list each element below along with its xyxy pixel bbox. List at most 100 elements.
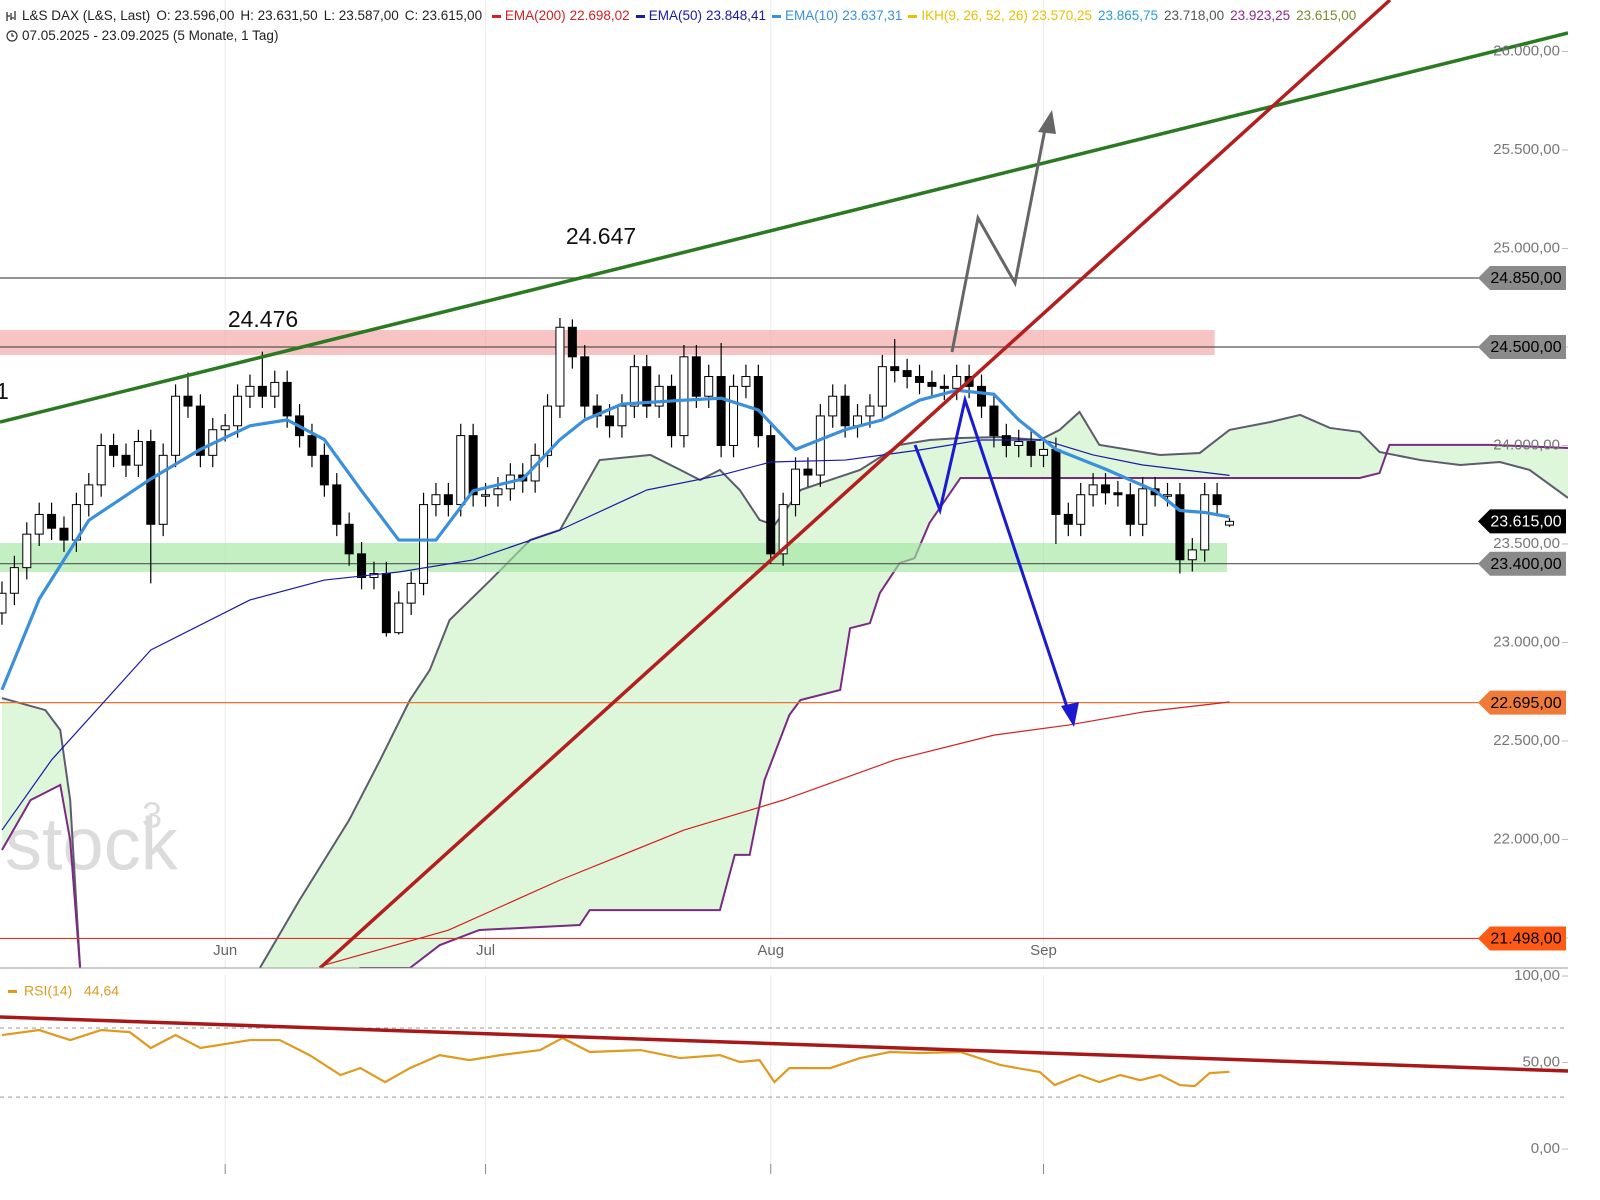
candle-body	[220, 425, 230, 431]
candle-body	[171, 395, 181, 456]
trendline-red	[318, 0, 1392, 968]
candle-body	[815, 415, 825, 476]
candle-body	[952, 376, 962, 389]
price-tag-label: 24.500,00	[1490, 339, 1561, 356]
y-tick-label: 50,00	[1522, 1054, 1560, 1071]
y-tick-label: 26.000,00	[1493, 42, 1560, 59]
candle-body	[270, 381, 280, 397]
candle-body	[642, 366, 652, 407]
y-tick-label: 23.500,00	[1493, 535, 1560, 552]
candle-body	[629, 366, 639, 407]
candle-body	[59, 527, 69, 541]
candle-body	[1200, 494, 1210, 551]
legend-marker	[908, 14, 918, 18]
y-tick-label: 23.000,00	[1493, 633, 1560, 650]
price-tag	[1478, 509, 1566, 534]
legend-value: 23.923,25	[1230, 8, 1291, 23]
candle-body	[1138, 488, 1148, 525]
price-tag-label: 23.400,00	[1490, 556, 1561, 573]
indicator-line	[1, 439, 1230, 831]
arrow-head	[1061, 702, 1079, 727]
candle-body	[307, 435, 317, 456]
candle-body	[1063, 513, 1073, 525]
legend-name: RSI(14)	[24, 983, 72, 999]
candle-body	[828, 395, 838, 417]
candle-body	[803, 468, 813, 476]
y-tick-label: 22.000,00	[1493, 831, 1560, 848]
x-tick-label: Aug	[757, 942, 784, 959]
trendline-green	[0, 31, 1568, 424]
candle-body	[9, 567, 19, 594]
candle-body	[357, 553, 367, 578]
x-tick-label: Sep	[1030, 942, 1057, 959]
zone	[0, 330, 1215, 356]
candle-body	[146, 441, 156, 525]
clock-icon	[6, 30, 18, 43]
candle-body	[1113, 492, 1123, 496]
candle-body	[840, 395, 850, 427]
y-tick-label: 22.500,00	[1493, 732, 1560, 749]
candle-body	[456, 435, 466, 506]
y-tick-label: 24.000,00	[1493, 436, 1560, 453]
candle-body	[406, 582, 416, 604]
candle-body	[96, 444, 106, 486]
candle-body	[1187, 549, 1197, 561]
price-tag-label: 23.615,00	[1490, 514, 1561, 531]
candle-body	[381, 573, 391, 634]
candle-body	[22, 533, 32, 569]
candle-body	[902, 370, 912, 378]
watermark: stock	[5, 803, 179, 886]
candle-body	[257, 385, 267, 397]
y-tick-label: 25.500,00	[1493, 141, 1560, 158]
price-tag	[1478, 551, 1566, 576]
ohlc: O: 23.596,00	[156, 8, 235, 23]
legend-name: EMA(200)	[504, 8, 566, 23]
candle-body	[778, 504, 788, 555]
candle-body	[667, 385, 677, 437]
candle-body	[679, 356, 689, 437]
indicator-line	[324, 701, 1230, 966]
chart-icon	[6, 11, 16, 22]
candle-body	[605, 415, 615, 427]
candle-body	[766, 435, 776, 555]
price-tag-label: 21.498,00	[1490, 931, 1561, 948]
candle-body	[84, 484, 94, 506]
candle-body	[0, 592, 7, 614]
candle-body	[1101, 484, 1111, 494]
candle-body	[915, 376, 925, 383]
candle-body	[1225, 520, 1235, 526]
ohlc: L: 23.587,00	[323, 8, 399, 23]
axes: JunJulAugSep21.500,0022.000,0022.500,002…	[213, 42, 1568, 1174]
candle-body	[443, 494, 453, 506]
candle-body	[1212, 494, 1222, 506]
candle-body	[481, 494, 491, 497]
legend-marker	[635, 14, 645, 18]
candle-body	[1088, 484, 1098, 496]
candle-body	[1051, 448, 1061, 515]
rsi-line	[1, 1028, 1230, 1088]
candle-body	[580, 356, 590, 407]
candle-body	[233, 395, 243, 427]
watermark-sup: 3	[142, 795, 162, 836]
candle-body	[493, 488, 503, 496]
candle-body	[989, 405, 999, 437]
x-tick-label: Jul	[476, 942, 495, 959]
candle-body	[245, 385, 255, 397]
candle-body	[865, 405, 875, 417]
candle-body	[109, 444, 119, 456]
candle-body	[47, 513, 57, 529]
candle-body	[1076, 494, 1086, 525]
zone	[0, 543, 1228, 572]
annotation: 1	[0, 378, 9, 404]
x-tick-label: Jun	[213, 942, 237, 959]
candle-body	[344, 523, 354, 555]
candle-body	[394, 602, 404, 634]
y-tick-label: 0,00	[1531, 1140, 1560, 1157]
legend-value: 23.570,25	[1031, 8, 1092, 23]
legend-marker	[772, 14, 782, 18]
candle-body	[1026, 441, 1036, 456]
candle-body	[1175, 494, 1185, 561]
legend-value: 23.615,00	[1296, 8, 1357, 23]
